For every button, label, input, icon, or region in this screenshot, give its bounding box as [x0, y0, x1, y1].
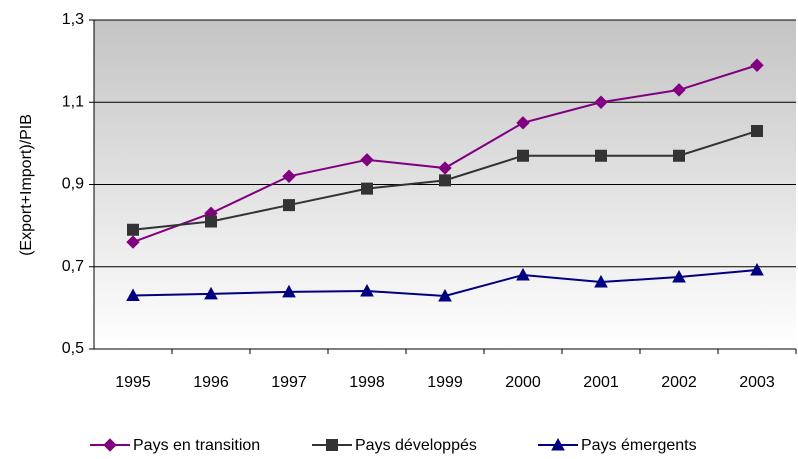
data-point — [594, 274, 608, 288]
y-axis-label: (Export+Import)/PIB — [18, 114, 35, 256]
x-tick-label: 1998 — [349, 374, 385, 391]
data-point — [127, 223, 139, 236]
x-tick-label: 1996 — [193, 374, 229, 391]
data-point — [516, 116, 530, 130]
x-tick-label: 1997 — [271, 374, 307, 391]
data-point — [672, 269, 686, 283]
legend-marker — [551, 437, 565, 451]
data-point — [282, 284, 296, 298]
data-point — [360, 153, 374, 167]
data-point — [672, 83, 686, 97]
y-tick-label: 1,1 — [62, 93, 84, 110]
data-point — [750, 58, 764, 72]
data-point — [361, 182, 373, 195]
data-point — [360, 283, 374, 297]
data-point — [751, 125, 763, 138]
data-point — [283, 199, 295, 212]
data-point — [750, 262, 764, 276]
y-tick-label: 0,5 — [62, 340, 84, 357]
x-tick-label: 2000 — [505, 374, 541, 391]
x-tick-label: 1999 — [427, 374, 463, 391]
y-tick-label: 0,9 — [62, 176, 84, 193]
data-point — [673, 149, 685, 162]
data-point — [205, 215, 217, 228]
data-point — [517, 149, 529, 162]
data-point — [282, 169, 296, 183]
legend-marker — [326, 439, 338, 451]
data-point — [126, 235, 140, 249]
data-point — [126, 288, 140, 302]
data-point — [595, 149, 607, 162]
y-tick-label: 0,7 — [62, 258, 84, 275]
x-tick-label: 2003 — [739, 374, 775, 391]
data-point — [439, 174, 451, 187]
data-point — [438, 161, 452, 175]
data-point — [204, 286, 218, 300]
legend-label: Pays émergents — [581, 437, 697, 454]
x-tick-label: 1995 — [115, 374, 151, 391]
data-point — [438, 288, 452, 302]
y-tick-label: 1,3 — [62, 11, 84, 28]
data-point — [594, 95, 608, 109]
legend-marker — [103, 438, 117, 452]
x-tick-label: 2002 — [661, 374, 697, 391]
data-point — [516, 267, 530, 281]
x-tick-label: 2001 — [583, 374, 619, 391]
legend-label: Pays en transition — [133, 437, 260, 454]
legend-label: Pays développés — [355, 437, 477, 454]
